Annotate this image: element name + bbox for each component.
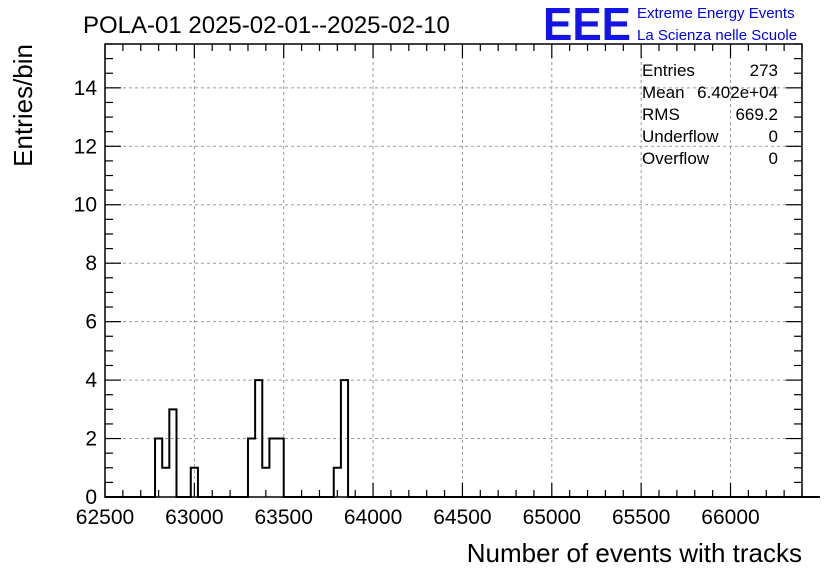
stats-box: Entries 273 Mean 6.402e+04 RMS 669.2 Underflow…: [642, 61, 778, 168]
y-tick-label: 6: [85, 311, 97, 334]
grid: [105, 44, 802, 497]
stat-label: Entries: [642, 61, 695, 80]
stat-value: 0: [769, 127, 778, 146]
x-tick-label: 62500: [76, 506, 134, 529]
x-tick-label: 64000: [344, 506, 402, 529]
plot-frame: [104, 43, 803, 498]
logo-mark: EEE: [543, 0, 631, 50]
stat-label: Mean: [642, 83, 685, 102]
y-tick-label: 10: [74, 194, 97, 217]
stat-value: 0: [769, 149, 778, 168]
stat-label: Underflow: [642, 127, 719, 146]
x-tick-label: 63000: [165, 506, 223, 529]
logo-line-1: Extreme Energy Events: [637, 5, 795, 22]
stat-value: 6.402e+04: [697, 83, 778, 102]
y-tick-label: 4: [85, 369, 97, 392]
y-tick-label: 14: [74, 77, 98, 100]
y-tick-label: 8: [85, 252, 97, 275]
y-tick-label: 0: [85, 486, 97, 509]
x-tick-label: 64500: [433, 506, 491, 529]
y-axis-label: Entries/bin: [8, 44, 38, 167]
stat-label: Overflow: [642, 149, 710, 168]
x-axis: 62500 63000 63500 64000 64500 65000 65500 66000: [76, 44, 803, 529]
y-tick-label: 12: [74, 135, 97, 158]
x-axis-label: Number of events with tracks: [467, 538, 802, 568]
logo-line-2: La Scienza nelle Scuole: [637, 27, 797, 44]
logo: EEE Extreme Energy Events La Scienza nel…: [543, 0, 797, 50]
x-tick-label: 65500: [612, 506, 670, 529]
x-tick-label: 65000: [523, 506, 581, 529]
y-axis: 0 2 4 6 8 10 12 14: [74, 43, 802, 509]
chart-title: POLA-01 2025-02-01--2025-02-10: [83, 12, 450, 39]
stat-value: 669.2: [735, 105, 778, 124]
y-tick-label: 2: [85, 428, 97, 451]
x-tick-label: 66000: [701, 506, 759, 529]
stat-value: 273: [750, 61, 778, 80]
x-tick-label: 63500: [255, 506, 313, 529]
stat-label: RMS: [642, 105, 680, 124]
